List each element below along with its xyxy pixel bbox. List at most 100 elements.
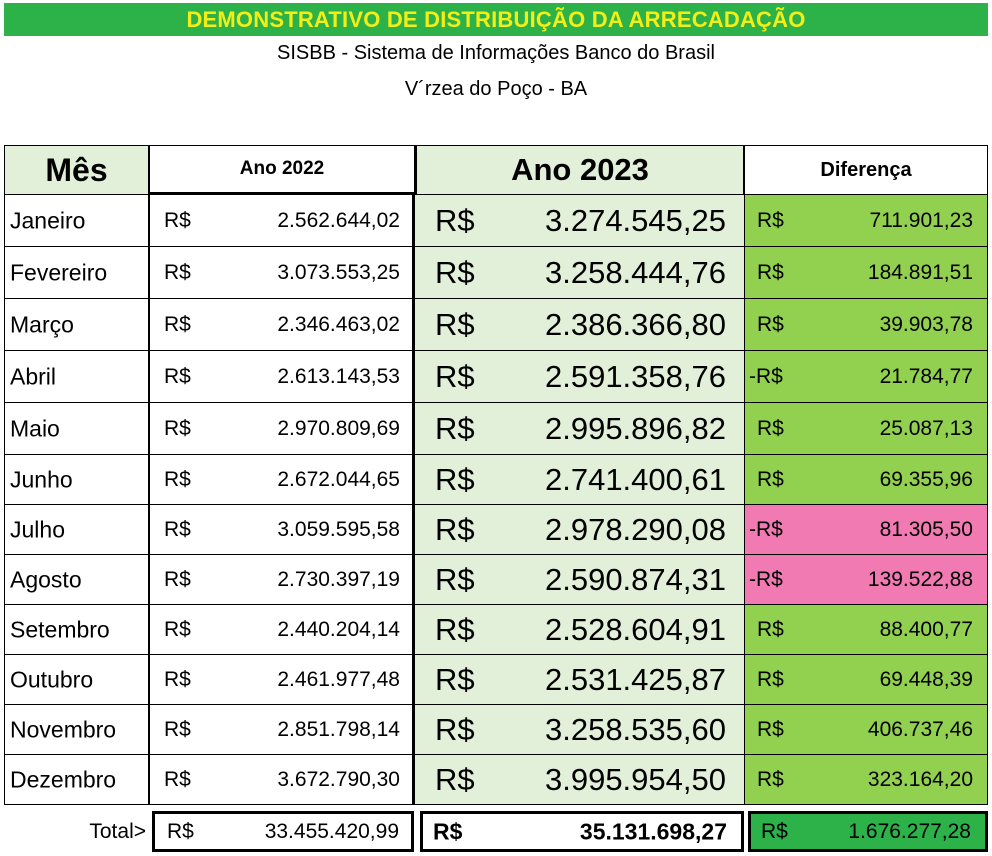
currency-symbol: R$ bbox=[164, 364, 191, 388]
currency-symbol: R$ bbox=[164, 617, 191, 641]
month-label: Março bbox=[10, 311, 74, 337]
currency-symbol: R$ bbox=[435, 202, 475, 238]
currency-symbol: R$ bbox=[435, 254, 475, 290]
difference-cell: R$ 69.448,39 bbox=[744, 655, 988, 705]
difference-currency: R$ bbox=[757, 312, 784, 336]
value-2023: 3.274.545,25 bbox=[544, 202, 726, 238]
value-2022-cell: R$ 3.672.790,30 bbox=[150, 755, 414, 805]
difference-value: 81.305,50 bbox=[879, 517, 973, 541]
difference-cell: R$ 184.891,51 bbox=[744, 247, 988, 299]
difference-currency: -R$ bbox=[749, 517, 783, 541]
table-row: Março R$ 2.346.463,02 R$ 2.386.366,80 R$ 39.90… bbox=[4, 299, 988, 351]
total-difference: 1.676.277,28 bbox=[848, 819, 971, 843]
month-cell: Dezembro bbox=[4, 755, 150, 805]
value-2022-cell: R$ 2.562.644,02 bbox=[150, 195, 414, 247]
month-label: Julho bbox=[10, 516, 65, 542]
difference-cell: R$ 25.087,13 bbox=[744, 403, 988, 455]
value-2023: 2.386.366,80 bbox=[544, 306, 726, 342]
value-2022-cell: R$ 2.346.463,02 bbox=[150, 299, 414, 351]
value-2022-cell: R$ 2.851.798,14 bbox=[150, 705, 414, 755]
value-2023: 2.590.874,31 bbox=[544, 561, 726, 597]
month-cell: Janeiro bbox=[4, 195, 150, 247]
month-label: Maio bbox=[10, 415, 60, 441]
total-2023-cell: R$ 35.131.698,27 bbox=[420, 811, 744, 852]
difference-cell: -R$ 81.305,50 bbox=[744, 505, 988, 555]
value-2023-cell: R$ 2.741.400,61 bbox=[414, 455, 744, 505]
currency-symbol: R$ bbox=[164, 517, 191, 541]
value-2022-cell: R$ 2.970.809,69 bbox=[150, 403, 414, 455]
value-2022: 3.672.790,30 bbox=[277, 767, 400, 791]
value-2022: 2.730.397,19 bbox=[277, 567, 400, 591]
month-cell: Julho bbox=[4, 505, 150, 555]
value-2022-cell: R$ 3.059.595,58 bbox=[150, 505, 414, 555]
table-row: Setembro R$ 2.440.204,14 R$ 2.528.604,91 R$ 88… bbox=[4, 605, 988, 655]
value-2023: 2.741.400,61 bbox=[544, 461, 726, 497]
table-row: Maio R$ 2.970.809,69 R$ 2.995.896,82 R$ 25.087… bbox=[4, 403, 988, 455]
total-2022-cell: R$ 33.455.420,99 bbox=[152, 811, 414, 852]
currency-symbol: R$ bbox=[435, 611, 475, 647]
table-row: Julho R$ 3.059.595,58 R$ 2.978.290,08 -R$ 81.3… bbox=[4, 505, 988, 555]
difference-currency: R$ bbox=[757, 667, 784, 691]
difference-value: 139.522,88 bbox=[867, 567, 973, 591]
difference-value: 21.784,77 bbox=[879, 364, 973, 388]
value-2023: 2.995.896,82 bbox=[544, 410, 726, 446]
difference-currency: R$ bbox=[757, 208, 784, 232]
total-label: Total> bbox=[89, 819, 146, 843]
currency-symbol: R$ bbox=[435, 711, 475, 747]
difference-cell: R$ 406.737,46 bbox=[744, 705, 988, 755]
value-2022: 2.440.204,14 bbox=[277, 617, 400, 641]
currency-symbol: R$ bbox=[435, 358, 475, 394]
month-cell: Novembro bbox=[4, 705, 150, 755]
value-2022-cell: R$ 2.730.397,19 bbox=[150, 555, 414, 605]
month-label: Fevereiro bbox=[10, 259, 108, 285]
difference-value: 323.164,20 bbox=[867, 767, 973, 791]
currency-symbol: R$ bbox=[164, 260, 191, 284]
difference-currency: -R$ bbox=[749, 364, 783, 388]
page-title: DEMONSTRATIVO DE DISTRIBUIÇÃO DA ARRECAD… bbox=[186, 6, 806, 32]
currency-symbol: R$ bbox=[435, 410, 475, 446]
value-2023-cell: R$ 3.258.535,60 bbox=[414, 705, 744, 755]
difference-value: 406.737,46 bbox=[867, 717, 973, 741]
difference-value: 711.901,23 bbox=[869, 208, 973, 232]
month-label: Setembro bbox=[10, 616, 110, 642]
total-row: Total> R$ 33.455.420,99 R$ 35.131.698,27 R$ 1.… bbox=[4, 811, 988, 852]
month-cell: Junho bbox=[4, 455, 150, 505]
month-cell: Março bbox=[4, 299, 150, 351]
month-label: Dezembro bbox=[10, 766, 117, 792]
value-2022: 3.059.595,58 bbox=[277, 517, 400, 541]
value-2023-cell: R$ 2.528.604,91 bbox=[414, 605, 744, 655]
total-label-cell: Total> bbox=[4, 811, 150, 852]
difference-cell: -R$ 21.784,77 bbox=[744, 351, 988, 403]
value-2022: 2.346.463,02 bbox=[277, 312, 400, 336]
difference-currency: R$ bbox=[757, 767, 784, 791]
total-difference-cell: R$ 1.676.277,28 bbox=[748, 811, 988, 852]
month-cell: Setembro bbox=[4, 605, 150, 655]
month-label: Novembro bbox=[10, 716, 117, 742]
value-2022: 2.461.977,48 bbox=[277, 667, 400, 691]
currency-symbol: R$ bbox=[164, 667, 191, 691]
difference-cell: R$ 711.901,23 bbox=[744, 195, 988, 247]
currency-symbol: R$ bbox=[164, 767, 191, 791]
difference-currency: R$ bbox=[757, 467, 784, 491]
currency-symbol: R$ bbox=[435, 761, 475, 797]
value-2023-cell: R$ 2.531.425,87 bbox=[414, 655, 744, 705]
table-row: Novembro R$ 2.851.798,14 R$ 3.258.535,60 R$ 40… bbox=[4, 705, 988, 755]
currency-symbol: R$ bbox=[435, 461, 475, 497]
difference-cell: R$ 69.355,96 bbox=[744, 455, 988, 505]
value-2022-cell: R$ 2.461.977,48 bbox=[150, 655, 414, 705]
difference-currency: R$ bbox=[757, 416, 784, 440]
currency-symbol: R$ bbox=[435, 511, 475, 547]
currency-symbol: R$ bbox=[435, 561, 475, 597]
value-2023: 2.978.290,08 bbox=[544, 511, 726, 547]
difference-currency: R$ bbox=[757, 260, 784, 284]
value-2022: 2.672.044,65 bbox=[277, 467, 400, 491]
value-2023-cell: R$ 2.591.358,76 bbox=[414, 351, 744, 403]
total-2023: 35.131.698,27 bbox=[579, 818, 727, 844]
value-2023-cell: R$ 3.274.545,25 bbox=[414, 195, 744, 247]
value-2022: 2.613.143,53 bbox=[277, 364, 400, 388]
currency-symbol: R$ bbox=[164, 312, 191, 336]
difference-currency: R$ bbox=[761, 819, 788, 843]
table-row: Fevereiro R$ 3.073.553,25 R$ 3.258.444,76 R$ 1… bbox=[4, 247, 988, 299]
header-year-2023: Ano 2023 bbox=[414, 145, 744, 195]
difference-cell: R$ 39.903,78 bbox=[744, 299, 988, 351]
